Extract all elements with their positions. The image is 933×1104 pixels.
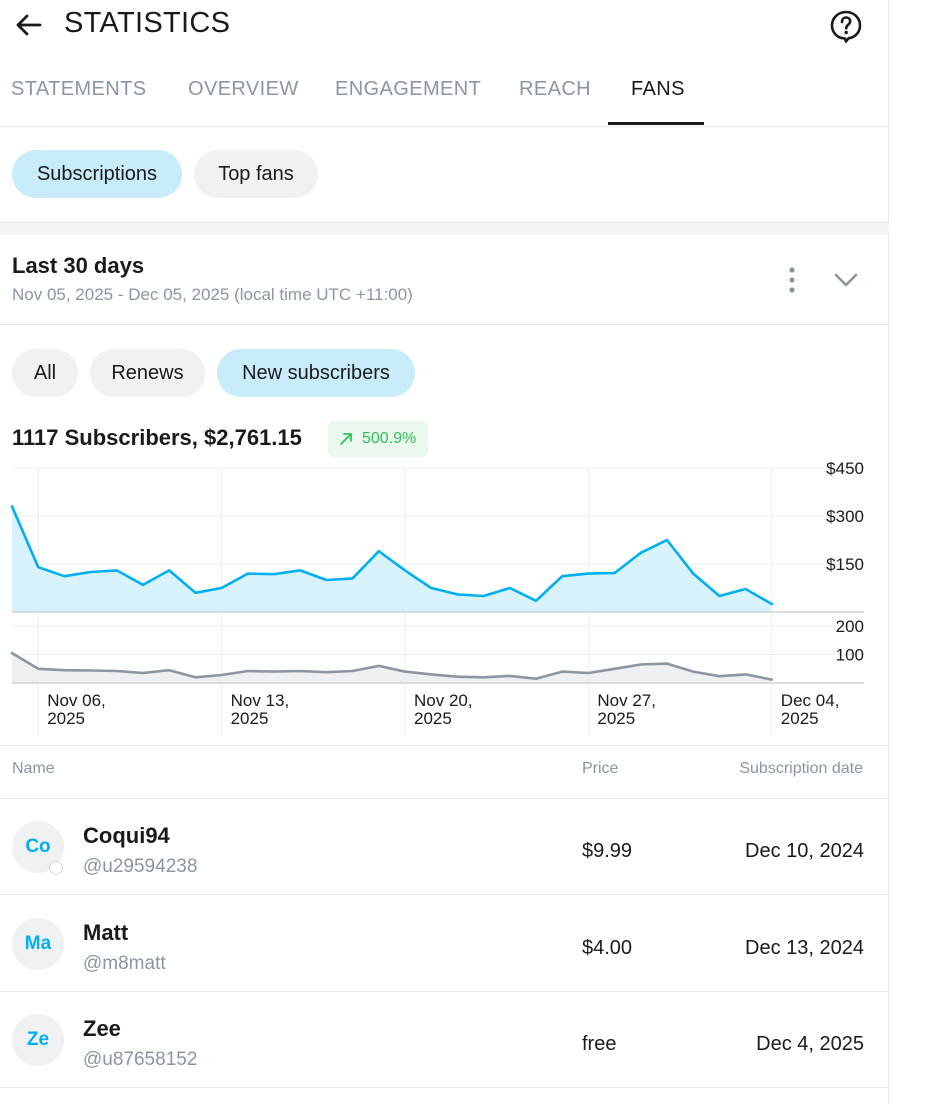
chip-subscriptions[interactable]: Subscriptions xyxy=(12,150,182,198)
subscription-date: Dec 13, 2024 xyxy=(745,937,864,959)
user-handle: @m8matt xyxy=(83,953,166,974)
divider xyxy=(0,324,889,325)
avatar[interactable]: Ze xyxy=(12,1014,64,1066)
subscription-date: Dec 10, 2024 xyxy=(745,840,864,862)
trend-up-icon xyxy=(340,433,352,445)
arrow-left-icon xyxy=(16,14,42,36)
x-tick-label-year: 2025 xyxy=(231,709,269,728)
growth-badge: 500.9% xyxy=(328,421,429,457)
subscription-price: free xyxy=(582,1033,617,1055)
table-row[interactable]: Ma Matt @m8matt $4.00 Dec 13, 2024 xyxy=(0,896,889,992)
chip-top-fans[interactable]: Top fans xyxy=(194,150,318,198)
divider xyxy=(0,745,889,746)
summary-text: 1117 Subscribers, $2,761.15 xyxy=(12,425,302,450)
tab-statements[interactable]: STATEMENTS xyxy=(11,78,147,100)
column-header-date: Subscription date xyxy=(739,760,863,777)
period-title: Last 30 days xyxy=(12,253,145,278)
tab-engagement[interactable]: ENGAGEMENT xyxy=(335,78,482,100)
x-tick-label: Nov 27, xyxy=(597,691,656,710)
chevron-down-icon xyxy=(834,273,858,287)
subscription-price: $4.00 xyxy=(582,937,633,959)
x-tick-label-year: 2025 xyxy=(414,709,452,728)
y-tick-label: 200 xyxy=(836,617,864,636)
column-header-price: Price xyxy=(582,760,619,777)
user-name[interactable]: Matt xyxy=(83,920,129,945)
tab-fans[interactable]: FANS xyxy=(631,78,685,100)
period-subtitle: Nov 05, 2025 - Dec 05, 2025 (local time … xyxy=(12,285,413,304)
subscription-date: Dec 4, 2025 xyxy=(756,1033,864,1055)
x-tick-label-year: 2025 xyxy=(47,709,85,728)
y-tick-label: $300 xyxy=(826,507,864,526)
x-tick-label-year: 2025 xyxy=(597,709,635,728)
divider xyxy=(0,798,889,799)
user-handle: @u29594238 xyxy=(83,856,198,877)
tab-reach[interactable]: REACH xyxy=(519,78,592,100)
x-tick-label-year: 2025 xyxy=(781,709,819,728)
more-options-button[interactable] xyxy=(780,264,804,296)
chip-all[interactable]: All xyxy=(12,349,78,397)
growth-value: 500.9% xyxy=(362,430,417,447)
user-handle: @u87658152 xyxy=(83,1049,198,1070)
y-tick-label: $450 xyxy=(826,462,864,478)
series-line-earnings xyxy=(10,505,774,606)
series-area-subscribers xyxy=(12,653,772,683)
avatar[interactable]: Ma xyxy=(12,918,64,970)
period-expand-button[interactable] xyxy=(830,266,862,294)
subscription-price: $9.99 xyxy=(582,840,633,862)
column-header-name: Name xyxy=(12,760,55,777)
tab-overview[interactable]: OVERVIEW xyxy=(188,78,299,100)
page-title: STATISTICS xyxy=(64,7,231,39)
x-tick-label: Nov 06, xyxy=(47,691,106,710)
active-tab-indicator xyxy=(608,122,704,125)
header: STATISTICS xyxy=(0,0,889,52)
chip-new-subscribers[interactable]: New subscribers xyxy=(217,349,415,397)
statistics-panel: STATISTICS STATEMENTS OVERVIEW ENGAGEMEN… xyxy=(0,0,889,1104)
user-name[interactable]: Coqui94 xyxy=(83,823,170,848)
x-tick-label: Nov 13, xyxy=(231,691,290,710)
section-separator xyxy=(0,222,889,235)
x-tick-label: Dec 04, xyxy=(781,691,840,710)
help-bubble-icon xyxy=(830,10,862,43)
back-button[interactable] xyxy=(12,10,46,40)
tab-bar: STATEMENTS OVERVIEW ENGAGEMENT REACH FAN… xyxy=(0,60,889,127)
series-area-earnings xyxy=(12,506,772,612)
table-row[interactable]: Co Coqui94 @u29594238 $9.99 Dec 10, 2024 xyxy=(0,799,889,895)
more-vertical-icon xyxy=(789,267,795,293)
y-tick-label: 100 xyxy=(836,646,864,665)
x-tick-label: Nov 20, xyxy=(414,691,473,710)
user-name[interactable]: Zee xyxy=(83,1016,121,1041)
series-line-subscribers xyxy=(10,651,774,681)
table-row[interactable]: Ze Zee @u87658152 free Dec 4, 2025 xyxy=(0,992,889,1088)
status-badge xyxy=(49,861,63,875)
y-tick-label: $150 xyxy=(826,555,864,574)
chip-renews[interactable]: Renews xyxy=(90,349,205,397)
help-button[interactable] xyxy=(828,8,864,44)
